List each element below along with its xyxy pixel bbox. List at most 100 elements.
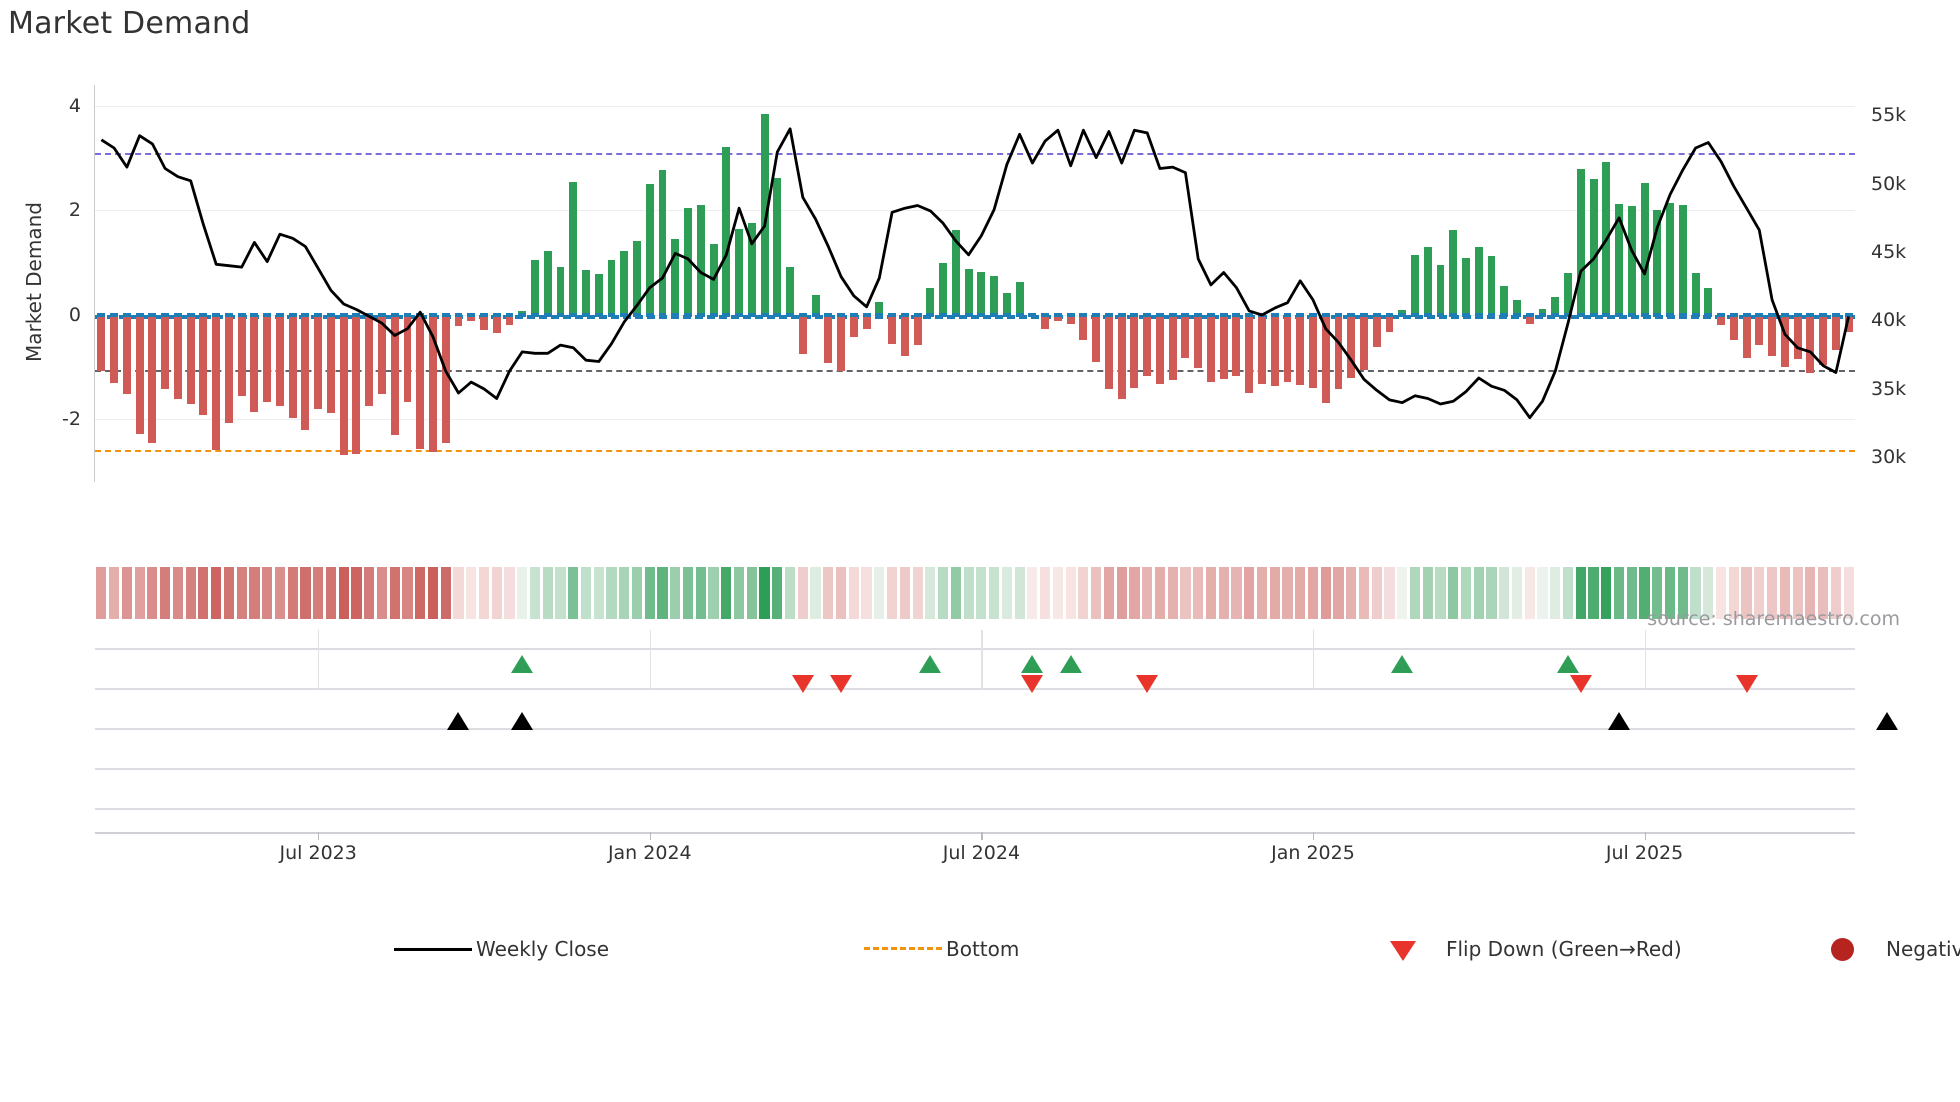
baseline-cap (97, 312, 106, 317)
baseline-cap (1831, 312, 1840, 317)
demand-bar (607, 259, 616, 315)
demand-bar (1206, 314, 1215, 382)
baseline-cap (403, 312, 412, 317)
x-tick-label: Jul 2024 (942, 842, 1021, 864)
demand-bar (314, 314, 323, 409)
demand-bar (1347, 314, 1356, 378)
heat-cell (1754, 567, 1765, 619)
left-tick-label: -2 (62, 408, 81, 431)
demand-bar (696, 205, 705, 315)
heat-cell (376, 567, 388, 619)
demand-bar (1462, 258, 1470, 315)
heat-cell (1805, 567, 1816, 619)
heat-cell (466, 567, 477, 619)
baseline-cap (633, 312, 641, 317)
heat-cell (1639, 567, 1650, 619)
heat-cell (300, 567, 311, 619)
left-axis-spine (94, 85, 95, 482)
baseline-cap (849, 312, 858, 317)
demand-bar (888, 314, 897, 344)
baseline-cap (1602, 312, 1611, 317)
demand-bar (1168, 314, 1177, 381)
band-vertical-tick (649, 630, 652, 690)
demand-bar (148, 314, 157, 444)
baseline-cap (1334, 312, 1343, 317)
baseline-cap (1283, 312, 1292, 317)
heat-cell (1843, 567, 1854, 619)
heat-cell (1358, 567, 1370, 619)
source-attribution: source: sharemaestro.com (1647, 608, 1900, 630)
price-cross-marker (1875, 712, 1898, 730)
heat-cell (1779, 567, 1790, 619)
band-vertical-tick (981, 630, 983, 690)
heat-cell (784, 567, 796, 619)
demand-bar (1181, 314, 1190, 358)
demand-bar (250, 314, 259, 412)
heat-cell (1320, 567, 1331, 619)
heat-cell (211, 567, 222, 619)
flip-up-marker (1021, 655, 1044, 673)
heat-cell (491, 567, 502, 619)
band-vertical-tick (1312, 630, 1315, 690)
demand-intensity-strip (95, 567, 1855, 619)
heat-cell (1269, 567, 1280, 619)
heat-cell (733, 567, 745, 619)
heat-cell (950, 567, 961, 619)
demand-bar (1500, 286, 1509, 315)
demand-bar (416, 314, 425, 449)
baseline-cap (352, 312, 361, 317)
baseline-cap (990, 312, 999, 317)
baseline-cap (1219, 312, 1228, 317)
baseline-cap (1691, 312, 1700, 317)
demand-bar (900, 314, 909, 356)
gridline (95, 210, 1855, 212)
baseline-cap (862, 312, 871, 317)
heat-cell (606, 567, 617, 619)
heat-cell (1511, 567, 1523, 619)
legend-label: Flip Down (Green→Red) (1446, 937, 1682, 961)
baseline-cap (1500, 312, 1509, 317)
demand-bar (1411, 254, 1419, 315)
baseline-cap (1321, 312, 1330, 317)
demand-bar (199, 314, 208, 416)
demand-bar (135, 314, 144, 434)
demand-bar (1066, 314, 1075, 325)
heat-cell (415, 567, 426, 619)
heat-cell (440, 567, 451, 619)
right-tick-label: 40k (1871, 309, 1907, 332)
baseline-cap (1053, 312, 1062, 317)
baseline-cap (314, 312, 323, 317)
heat-cell (1690, 567, 1701, 619)
heat-cell (721, 567, 732, 619)
baseline-cap (1564, 312, 1572, 317)
demand-bar (237, 314, 246, 397)
baseline-cap (1002, 312, 1011, 317)
demand-bar (773, 177, 782, 315)
heat-cell (1652, 567, 1663, 619)
demand-bar (1806, 314, 1815, 374)
heat-cell (389, 567, 400, 619)
demand-bar (1398, 309, 1407, 315)
demand-bar (875, 301, 884, 315)
demand-bar (1360, 314, 1368, 370)
heat-cell (1715, 567, 1727, 619)
gridline (95, 105, 1855, 107)
baseline-cap (1793, 312, 1802, 317)
heat-cell (1154, 567, 1165, 619)
dashed-line-icon (860, 938, 946, 960)
heat-cell (772, 567, 783, 619)
demand-bar (1589, 179, 1598, 315)
legend-label: Weekly Close (476, 937, 610, 961)
demand-bar (569, 181, 578, 315)
baseline-cap (1372, 312, 1381, 317)
baseline-cap (1678, 312, 1687, 317)
heat-cell (1193, 567, 1204, 619)
baseline-cap (1538, 312, 1547, 317)
baseline-cap (301, 312, 310, 317)
heat-cell (1333, 567, 1344, 619)
heat-cell (1728, 567, 1739, 619)
heat-cell (453, 567, 464, 619)
baseline-cap (888, 312, 897, 317)
demand-bar (1423, 246, 1432, 315)
demand-bar (633, 240, 641, 315)
